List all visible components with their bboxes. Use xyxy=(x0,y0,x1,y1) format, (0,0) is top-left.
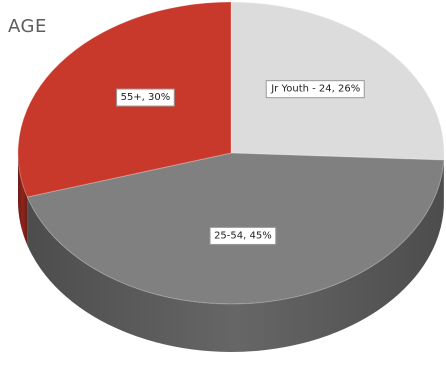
data-label-text-1: 25-54, 45% xyxy=(214,230,272,241)
data-label-2: 55+, 30% xyxy=(116,88,175,107)
pie-slice-side-shade-1 xyxy=(27,160,444,353)
data-label-0: Jr Youth - 24, 26% xyxy=(265,80,365,99)
data-label-1: 25-54, 45% xyxy=(209,226,277,245)
data-label-box-0 xyxy=(265,80,365,99)
pie-labels: Jr Youth - 24, 26% 25-54, 45% 55+, 30% xyxy=(116,80,365,245)
data-label-text-2: 55+, 30% xyxy=(121,92,171,103)
data-label-box-1 xyxy=(209,226,277,245)
pie-slice-side-shade-2 xyxy=(18,153,28,245)
data-label-box-2 xyxy=(116,88,175,107)
chart-title: AGE xyxy=(8,16,47,37)
data-label-text-0: Jr Youth - 24, 26% xyxy=(270,84,360,95)
pie-top xyxy=(17,1,445,305)
pie-depth xyxy=(18,153,444,353)
